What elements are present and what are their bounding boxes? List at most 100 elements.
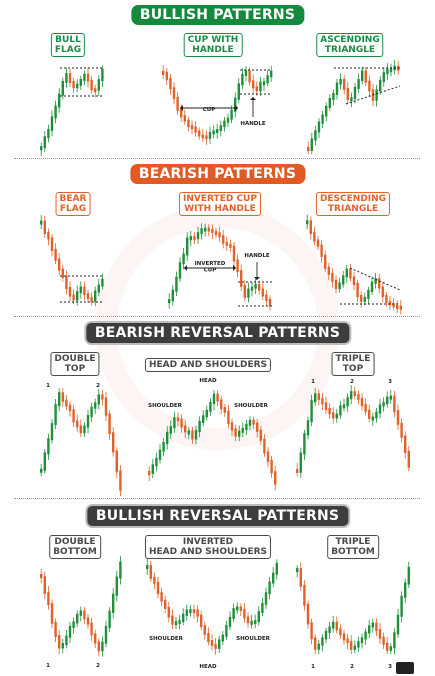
candle-body — [167, 606, 170, 618]
candle-body — [149, 564, 152, 579]
candle-body — [368, 409, 371, 419]
candle-body — [314, 130, 317, 141]
candle-body — [368, 80, 371, 92]
section-divider — [14, 158, 420, 159]
candle-body — [47, 438, 50, 455]
candle-body — [108, 610, 111, 628]
candle-body — [353, 645, 356, 650]
candle-body — [200, 228, 203, 235]
candle-body — [210, 640, 214, 646]
pattern-label-inverted-head-and-shoulders: INVERTED HEAD AND SHOULDERS — [144, 535, 272, 559]
candle-body — [201, 134, 204, 139]
candle-body — [236, 606, 239, 611]
annotation-shoulder-left: SHOULDER — [149, 636, 184, 642]
candle-body — [151, 464, 154, 474]
candle-body — [306, 420, 310, 436]
candle-body — [218, 232, 221, 238]
candle-body — [54, 105, 57, 119]
candle-body — [182, 613, 185, 623]
candle-body — [196, 609, 199, 617]
candle-body — [222, 235, 225, 244]
candle-body — [382, 636, 385, 645]
candle-body — [189, 609, 192, 614]
candle-body — [263, 438, 266, 454]
candle-body — [350, 391, 353, 400]
annotation-shoulder-right: SHOULDER — [234, 403, 269, 409]
candle-body — [203, 625, 206, 635]
candle-body — [332, 621, 335, 629]
candle-body — [153, 576, 156, 584]
candle-body — [371, 622, 374, 628]
annotation-top-2: 2 — [96, 383, 100, 389]
candle-body — [338, 282, 341, 290]
candle-body — [346, 87, 349, 101]
candle-body — [234, 97, 237, 112]
candle-body — [339, 78, 342, 85]
candle-body — [310, 400, 313, 423]
candle-body — [314, 393, 317, 403]
candle-body — [187, 119, 190, 128]
candle-body — [76, 420, 79, 428]
candle-body — [335, 621, 338, 631]
candle-body — [168, 299, 171, 304]
candle-body — [148, 471, 151, 475]
candle-body — [72, 294, 75, 301]
annotation-inverted-cup: INVERTED — [195, 261, 226, 267]
annotation-handle: HANDLE — [244, 253, 270, 259]
candle-body — [54, 248, 57, 261]
candle-body — [115, 450, 118, 473]
candle-body — [65, 73, 68, 83]
candle-body — [386, 68, 389, 75]
candle-body — [256, 422, 259, 432]
candle-body — [185, 609, 188, 616]
candle-body — [237, 83, 240, 100]
candle-body — [90, 297, 93, 302]
candle-body — [158, 449, 162, 460]
candle-body — [180, 108, 183, 118]
candle-body — [247, 288, 250, 298]
candle-body — [314, 637, 317, 650]
candle-body — [241, 73, 244, 86]
annotation-bottom-1: 1 — [46, 663, 50, 669]
pattern-label-descending-triangle: DESCENDING TRIANGLE — [315, 192, 391, 216]
arrow-head — [250, 97, 256, 100]
candle-body — [205, 135, 208, 140]
section-divider — [14, 316, 420, 317]
pattern-label-double-top: DOUBLE TOP — [50, 352, 100, 376]
annotation-top-2: 2 — [350, 379, 354, 385]
candle-body — [396, 410, 400, 425]
candle-body — [389, 395, 392, 400]
candle-body — [386, 396, 389, 405]
candle-body — [364, 70, 367, 83]
candle-body — [204, 227, 207, 232]
candle-body — [275, 562, 278, 575]
pattern-label-double-bottom: DOUBLE BOTTOM — [49, 535, 101, 559]
candle-body — [173, 417, 176, 429]
candle-body — [184, 425, 187, 433]
candle-body — [266, 451, 270, 462]
candle-body — [324, 402, 328, 411]
candle-body — [176, 96, 179, 111]
candle-body — [228, 616, 232, 627]
candle-body — [321, 114, 324, 124]
candle-body — [262, 81, 266, 86]
candle-body — [86, 617, 90, 625]
candle-body — [232, 608, 235, 619]
candle-body — [346, 638, 349, 643]
candle-body — [68, 625, 72, 638]
candle-body — [339, 405, 342, 416]
candle-body — [252, 419, 255, 425]
candle-body — [399, 305, 402, 310]
candle-body — [261, 288, 264, 297]
candle-body — [303, 433, 306, 455]
pattern-label-head-and-shoulders: HEAD AND SHOULDERS — [144, 358, 272, 372]
candle-body — [156, 581, 160, 595]
candle-body — [259, 429, 262, 441]
candle-body — [212, 393, 216, 404]
pattern-label-cup-with-handle: CUP WITH HANDLE — [183, 33, 243, 57]
candle-body — [189, 236, 192, 241]
candle-body — [232, 245, 236, 262]
annotation-bottom-2: 2 — [350, 664, 354, 670]
candle-body — [229, 243, 232, 248]
candle-body — [404, 582, 407, 598]
